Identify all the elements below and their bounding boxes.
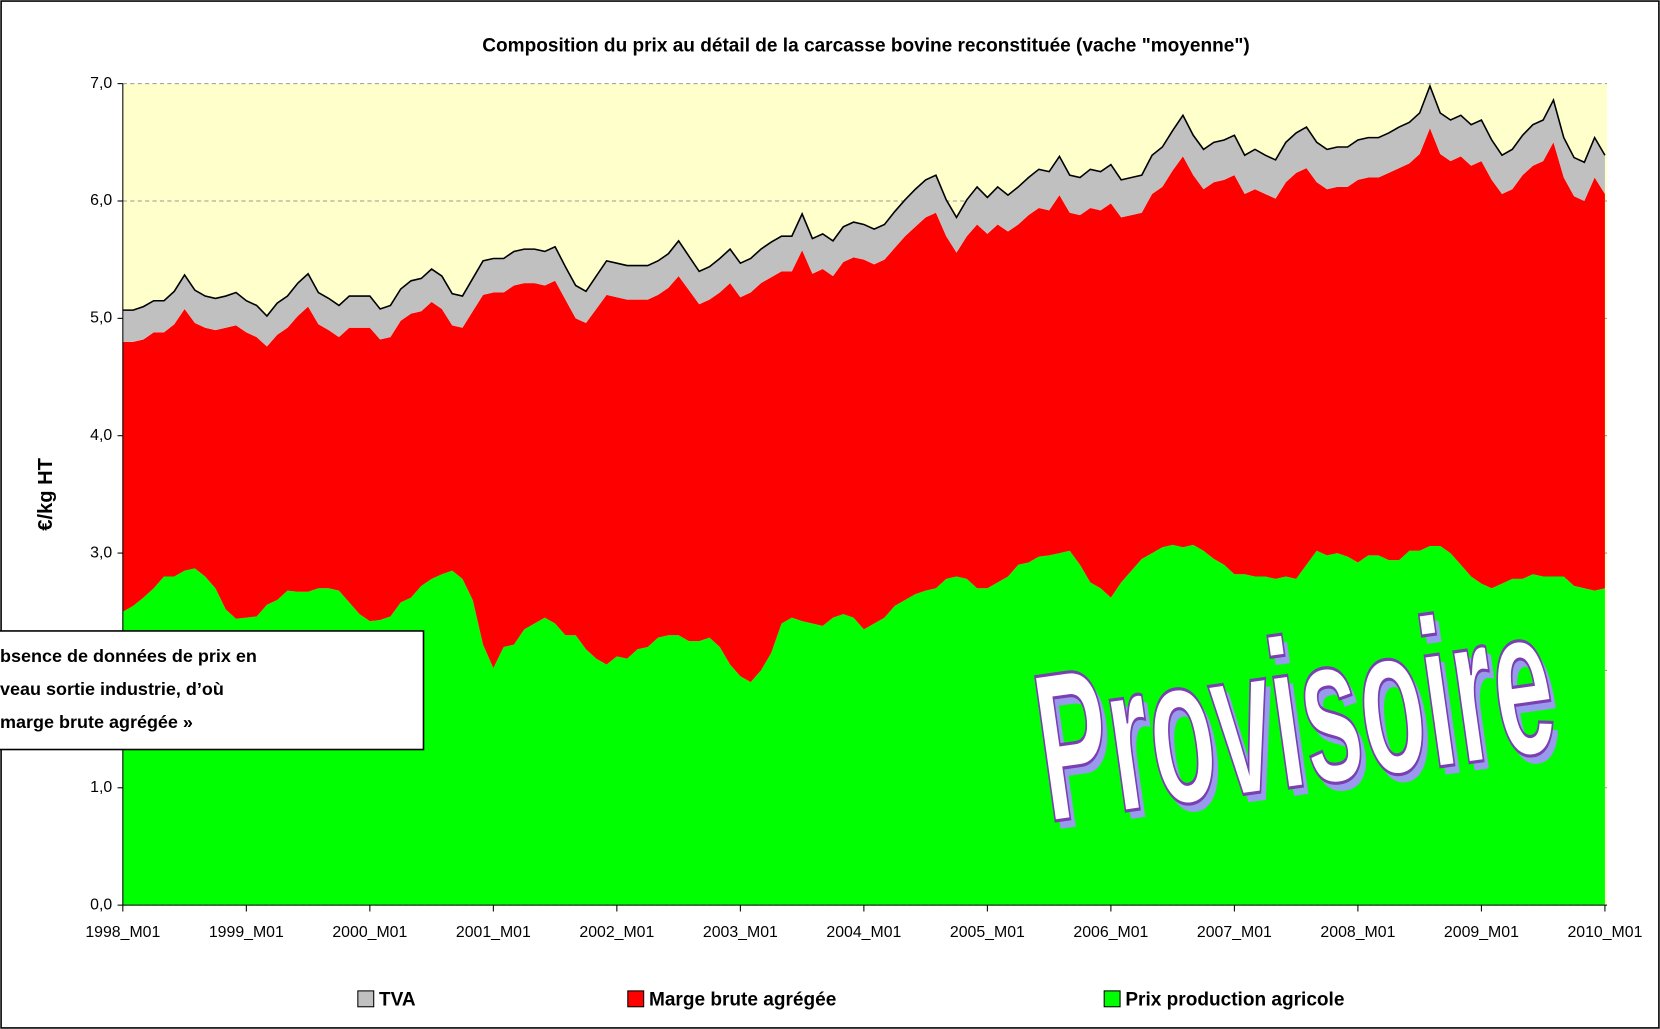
x-tick-label: 2000_M01 — [332, 924, 407, 941]
annotation-line: bsence de données de prix en — [0, 646, 257, 666]
x-tick-label: 2010_M01 — [1567, 924, 1642, 941]
area-outline — [122, 83, 1606, 318]
legend: TVA Marge brute agrégée Prix production ag… — [357, 989, 1344, 1010]
overlay: bsence de données de prix en veau sortie… — [0, 560, 1573, 875]
legend-label: Prix production agricole — [1125, 989, 1344, 1010]
area — [122, 85, 1605, 347]
legend-label: Marge brute agrégée — [649, 989, 836, 1010]
y-tick-label: 5,0 — [90, 310, 112, 327]
annotation-line: marge brute agrégée » — [0, 712, 193, 732]
plot-area: 0,01,02,03,04,05,06,07,01998_M011999_M01… — [85, 75, 1642, 941]
legend-swatch — [357, 990, 375, 1008]
x-tick-label: 2009_M01 — [1444, 924, 1519, 941]
legend-swatch — [627, 990, 645, 1008]
y-axis-label: €/kg HT — [35, 457, 57, 530]
x-tick-label: 2007_M01 — [1197, 924, 1272, 941]
area — [122, 128, 1605, 683]
y-tick-label: 3,0 — [90, 544, 112, 561]
x-tick-label: 1998_M01 — [85, 924, 160, 941]
legend-swatch — [1103, 990, 1121, 1008]
chart-title: Composition du prix au détail de la carc… — [482, 36, 1249, 57]
x-tick-label: 2002_M01 — [579, 924, 654, 941]
x-tick-label: 2001_M01 — [456, 924, 531, 941]
y-tick-label: 6,0 — [90, 192, 112, 209]
legend-label: TVA — [379, 989, 416, 1010]
x-tick-label: 2003_M01 — [703, 924, 778, 941]
x-tick-label: 1999_M01 — [209, 924, 284, 941]
x-tick-label: 2008_M01 — [1320, 924, 1395, 941]
y-tick-label: 1,0 — [90, 779, 112, 796]
area — [122, 544, 1605, 906]
y-tick-label: 4,0 — [90, 427, 112, 444]
y-tick-label: 7,0 — [90, 75, 112, 92]
annotation-line: veau sortie industrie, d’où — [0, 679, 224, 699]
x-tick-label: 2006_M01 — [1073, 924, 1148, 941]
x-tick-label: 2004_M01 — [826, 924, 901, 941]
y-tick-label: 0,0 — [90, 896, 112, 913]
x-tick-label: 2005_M01 — [950, 924, 1025, 941]
annotation-box — [0, 630, 425, 751]
